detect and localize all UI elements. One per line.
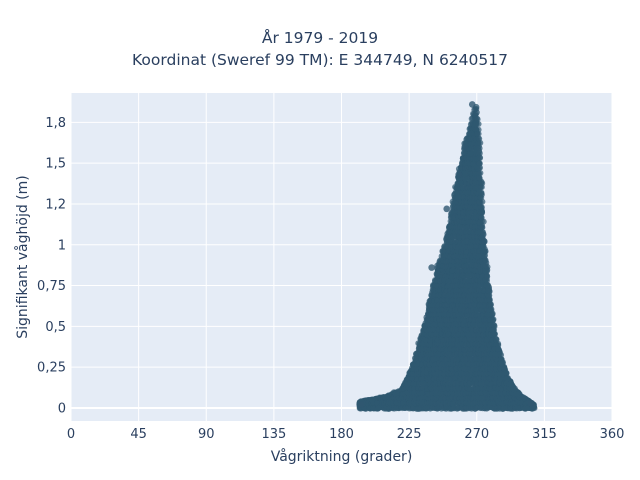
data-points [356, 101, 538, 412]
chart-title: År 1979 - 2019 [261, 29, 379, 47]
chart-subtitle: Koordinat (Sweref 99 TM): E 344749, N 62… [132, 51, 508, 69]
